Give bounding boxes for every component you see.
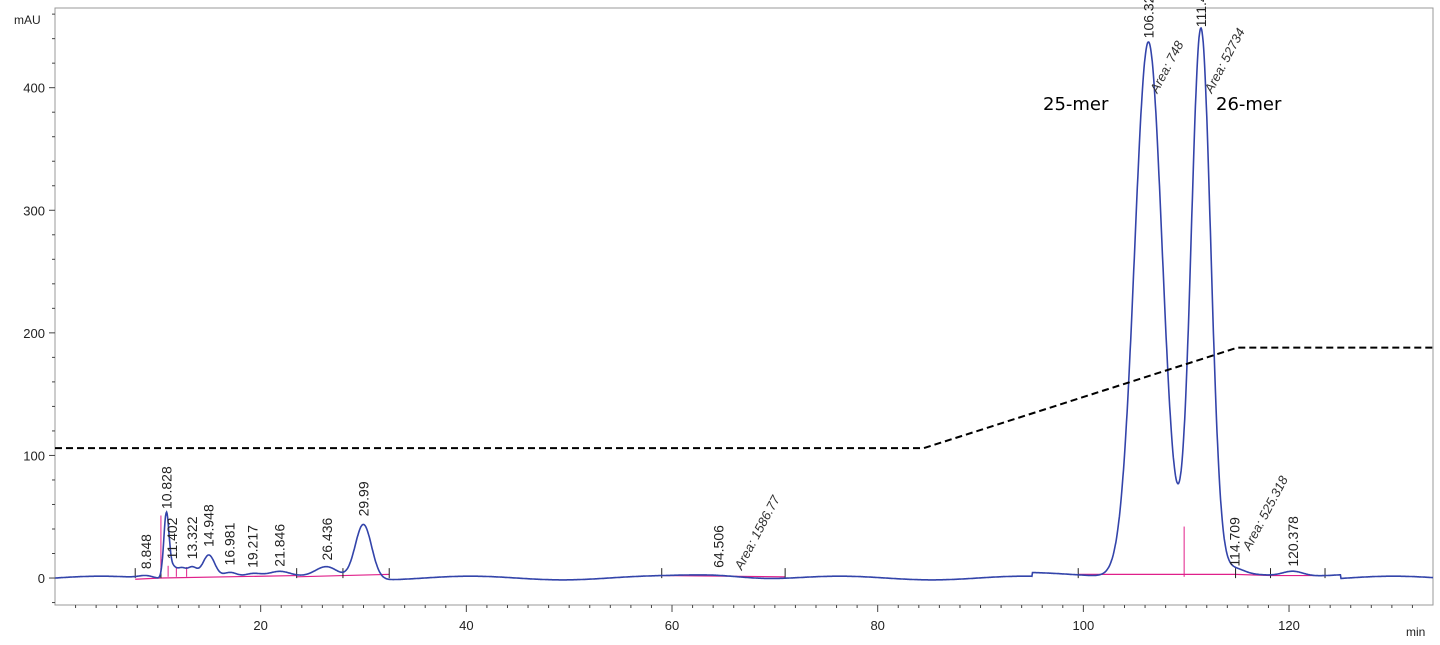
- y-unit-label: mAU: [14, 13, 41, 27]
- x-tick-label: 80: [870, 618, 884, 633]
- peak-label: 16.981: [222, 522, 238, 565]
- x-tick-label: 60: [665, 618, 679, 633]
- area-label: Area: 1586.77: [731, 492, 783, 573]
- peak-label: 21.846: [272, 524, 288, 567]
- peak-label: 19.217: [245, 525, 261, 568]
- peak-label: 29.99: [355, 481, 371, 516]
- area-label: Area: 525.318: [1239, 473, 1291, 554]
- peak-label: 106.326: [1140, 0, 1156, 38]
- traces: [55, 26, 1433, 581]
- peak-labels: 8.848 10.828 11.402 13.322 14.948 16.981 19.21…: [138, 0, 1301, 573]
- annotation-25-mer: 25-mer: [1043, 94, 1109, 115]
- peak-label: 64.506: [710, 525, 726, 568]
- peak-label: 8.848: [138, 534, 154, 569]
- x-tick-label: 40: [459, 618, 473, 633]
- integration-baseline: [296, 574, 343, 578]
- y-tick-label: 200: [23, 326, 45, 341]
- annotation-26-mer: 26-mer: [1216, 94, 1282, 115]
- x-unit-label: min: [1406, 625, 1425, 639]
- x-tick-label: 20: [253, 618, 267, 633]
- chromatogram-trace: [55, 26, 1433, 581]
- peak-label: 10.828: [158, 466, 174, 509]
- peak-label: 14.948: [201, 504, 217, 547]
- peak-label: 111.433: [1193, 0, 1209, 27]
- y-tick-label: 300: [23, 203, 45, 218]
- peak-label: 13.322: [184, 516, 200, 559]
- peak-label: 26.436: [319, 518, 335, 561]
- plot-frame: [54, 7, 1434, 606]
- y-tick-label: 400: [23, 81, 45, 96]
- peak-label: 114.709: [1227, 517, 1243, 567]
- x-tick-label: 100: [1073, 618, 1095, 633]
- area-label: Area: 52734: [1201, 26, 1248, 96]
- integration-baselines: [134, 515, 1326, 580]
- peak-label: 120.378: [1285, 516, 1301, 567]
- peak-label: 11.402: [164, 517, 180, 559]
- y-tick-label: 100: [23, 448, 45, 463]
- integration-baseline: [160, 574, 297, 579]
- y-tick-label: 0: [38, 571, 45, 586]
- x-tick-label: 120: [1278, 618, 1300, 633]
- axes: 0 100 200 300 400 20 40 60 80 100 120: [23, 13, 1413, 633]
- gradient-line: [55, 346, 1433, 450]
